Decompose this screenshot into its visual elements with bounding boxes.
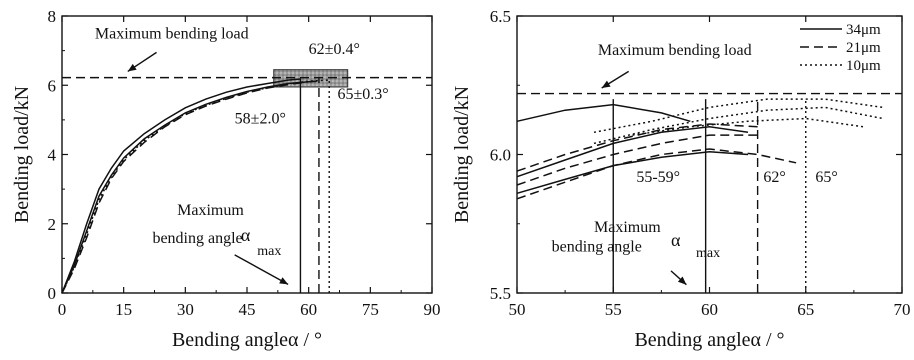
- annotation: Maximum bending load: [95, 26, 249, 43]
- annotation: 62°: [763, 169, 785, 186]
- annotation: 55-59°: [636, 169, 680, 186]
- x-axis-label: Bending angleα / °: [634, 329, 784, 351]
- arrow-shaft: [235, 255, 288, 284]
- y-tick-label: 5.5: [490, 284, 511, 303]
- y-tick-label: 2: [48, 215, 57, 234]
- x-tick-label: 55: [605, 300, 622, 319]
- right-chart: 50 55 60 65 70 5.5 6.0 6.5 Bending angleα / ° Ben…: [451, 7, 911, 351]
- x-axis-label: Bending angleα / °: [172, 329, 322, 351]
- annotation: α: [241, 225, 251, 245]
- x-tick-label: 65: [797, 300, 814, 319]
- y-tick-label: 6.0: [490, 146, 511, 165]
- left-chart: 0 15 30 45 60 75 90 0 2 4 6 8 Bending angleα / ° Bend…: [11, 7, 441, 351]
- annotation: α: [671, 230, 681, 250]
- y-axis-label: Bending load/kN: [451, 86, 473, 223]
- annotation: Maximum bending load: [598, 42, 752, 59]
- annotation: 62±0.4°: [309, 41, 360, 58]
- x-tick-label: 15: [115, 300, 132, 319]
- annotation: Maximum: [177, 202, 244, 219]
- series-line: [62, 80, 329, 293]
- annotation: 65±0.3°: [337, 86, 388, 103]
- y-tick-label: 8: [48, 7, 57, 26]
- series-line: [594, 99, 883, 132]
- x-tick-label: 75: [362, 300, 379, 319]
- x-tick-label: 0: [58, 300, 67, 319]
- y-tick-label: 0: [48, 284, 57, 303]
- annotation: max: [257, 244, 281, 259]
- x-tick-label: 45: [239, 300, 256, 319]
- arrow-head: [602, 81, 611, 88]
- y-tick-label: 6.5: [490, 7, 511, 26]
- legend-entry: 10μm: [846, 58, 881, 74]
- annotation: Maximum: [594, 219, 661, 236]
- y-tick-label: 4: [48, 146, 57, 165]
- x-tick-label: 60: [701, 300, 718, 319]
- x-tick-label: 70: [894, 300, 911, 319]
- annotation: bending angle: [552, 238, 642, 255]
- x-tick-label: 90: [424, 300, 441, 319]
- annotation: 58±2.0°: [235, 110, 286, 127]
- x-tick-label: 50: [509, 300, 526, 319]
- legend-entry: 21μm: [846, 40, 881, 56]
- annotation: max: [696, 246, 720, 261]
- annotation: bending angle: [152, 230, 242, 247]
- legend-entry: 34μm: [846, 22, 881, 38]
- y-axis-label: Bending load/kN: [11, 86, 33, 223]
- arrow-head: [128, 64, 137, 71]
- x-tick-label: 60: [300, 300, 317, 319]
- x-tick-label: 30: [177, 300, 194, 319]
- annotation: 65°: [815, 169, 837, 186]
- plot-frame: [62, 16, 432, 293]
- y-tick-label: 6: [48, 76, 57, 95]
